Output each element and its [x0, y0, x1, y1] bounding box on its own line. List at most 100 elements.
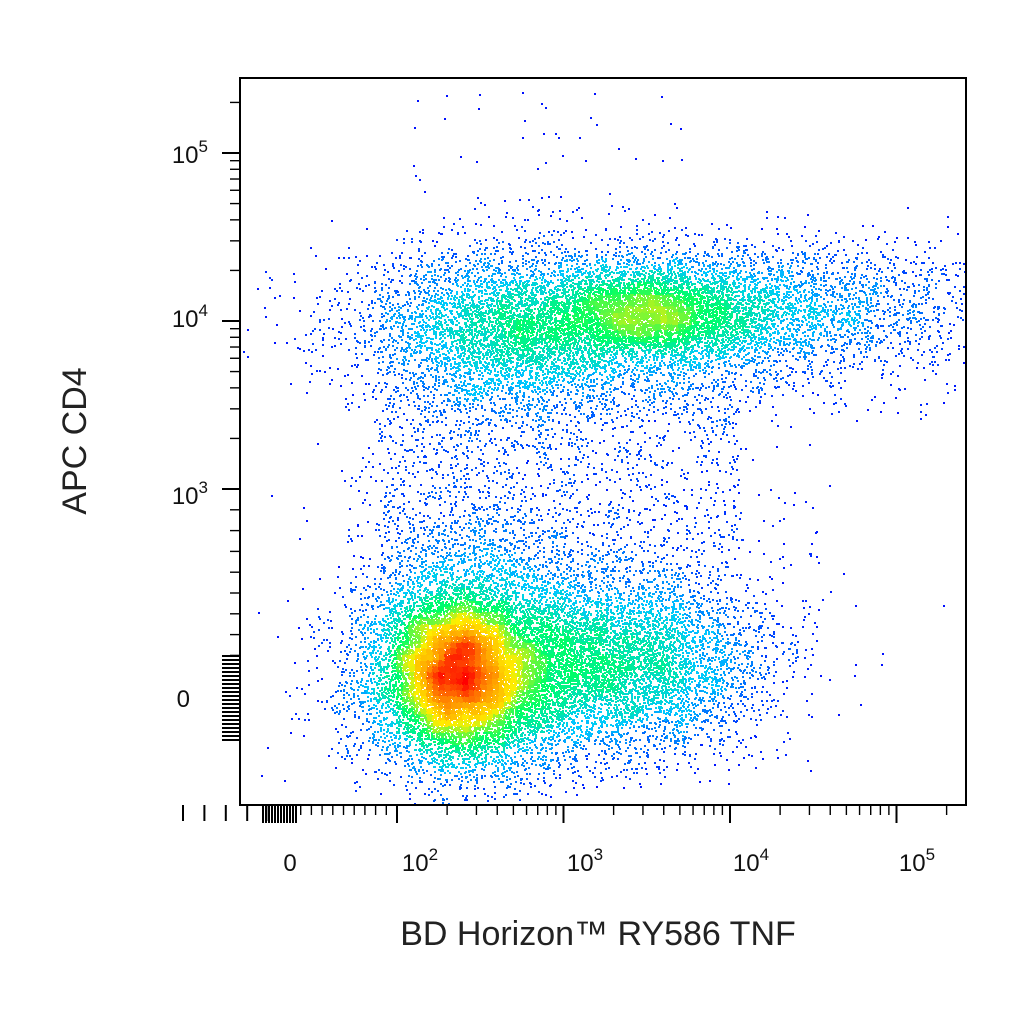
event-dot — [441, 731, 443, 733]
event-dot — [407, 598, 409, 600]
event-dot — [463, 711, 465, 713]
event-dot — [443, 650, 445, 652]
event-dot — [468, 758, 470, 760]
event-dot — [438, 763, 440, 765]
event-dot — [489, 589, 491, 591]
event-dot — [444, 686, 446, 688]
event-dot — [450, 714, 452, 716]
event-dot — [406, 648, 408, 650]
event-dot — [409, 615, 411, 617]
event-dot — [419, 589, 421, 591]
event-dot — [435, 677, 437, 679]
event-dot — [420, 662, 422, 664]
event-dot — [462, 743, 464, 745]
event-dot — [406, 633, 408, 635]
event-dot — [433, 644, 435, 646]
event-dot — [482, 612, 484, 614]
event-dot — [423, 747, 425, 749]
event-dot — [494, 751, 496, 753]
event-dot — [450, 636, 452, 638]
event-dot — [470, 722, 472, 724]
event-dot — [467, 676, 469, 678]
event-dot — [434, 632, 436, 634]
event-dot — [377, 742, 379, 744]
event-dot — [438, 737, 440, 739]
event-dot — [452, 690, 454, 692]
event-dot — [412, 583, 414, 585]
event-dot — [417, 610, 419, 612]
event-dot — [497, 739, 499, 741]
event-dot — [452, 710, 454, 712]
event-dot — [431, 724, 433, 726]
event-dot — [414, 572, 416, 574]
event-dot — [458, 629, 460, 631]
event-dot — [444, 751, 446, 753]
event-dot — [407, 610, 409, 612]
event-dot — [420, 766, 422, 768]
event-dot — [455, 647, 457, 649]
event-dot — [386, 668, 388, 670]
event-dot — [389, 732, 391, 734]
event-dot — [386, 735, 388, 737]
event-dot — [378, 683, 380, 685]
event-dot — [461, 560, 463, 562]
event-dot — [407, 582, 409, 584]
event-dot — [424, 599, 426, 601]
event-dot — [421, 745, 423, 747]
event-dot — [484, 766, 486, 768]
event-dot — [373, 688, 375, 690]
event-dot — [425, 673, 427, 675]
event-dot — [543, 641, 545, 643]
event-dot — [422, 671, 424, 673]
event-dot — [439, 732, 441, 734]
event-dot — [428, 684, 430, 686]
event-dot — [449, 617, 451, 619]
event-dot — [387, 725, 389, 727]
event-dot — [373, 690, 375, 692]
event-dot — [464, 626, 466, 628]
event-dot — [453, 631, 455, 633]
event-dot — [408, 710, 410, 712]
event-dot — [444, 615, 446, 617]
event-dot — [395, 735, 397, 737]
event-dot — [416, 605, 418, 607]
event-dot — [431, 591, 433, 593]
event-dot — [408, 724, 410, 726]
event-dot — [484, 655, 486, 657]
event-dot — [440, 723, 442, 725]
event-dot — [425, 758, 427, 760]
event-dot — [463, 705, 465, 707]
event-dot — [413, 567, 415, 569]
event-dot — [496, 680, 498, 682]
event-dot — [435, 655, 437, 657]
event-dot — [411, 629, 413, 631]
event-dot — [397, 701, 399, 703]
event-dot — [448, 758, 450, 760]
event-dot — [476, 611, 478, 613]
event-dot — [419, 740, 421, 742]
event-dot — [442, 601, 444, 603]
event-dot — [349, 615, 351, 617]
event-dot — [421, 633, 423, 635]
event-dot — [462, 715, 464, 717]
event-dot — [498, 603, 500, 605]
event-dot — [514, 695, 516, 697]
event-dot — [411, 646, 413, 648]
event-dot — [420, 723, 422, 725]
event-dot — [466, 588, 468, 590]
event-dot — [409, 674, 411, 676]
event-dot — [396, 719, 398, 721]
event-dot — [519, 643, 521, 645]
event-dot — [481, 631, 483, 633]
event-dot — [416, 601, 418, 603]
event-dot — [437, 688, 439, 690]
event-dot — [383, 733, 385, 735]
event-dot — [446, 697, 448, 699]
event-dot — [427, 645, 429, 647]
event-dot — [421, 641, 423, 643]
event-dot — [397, 639, 399, 641]
event-dot — [385, 681, 387, 683]
event-dot — [392, 743, 394, 745]
event-dot — [408, 745, 410, 747]
event-dot — [431, 762, 433, 764]
